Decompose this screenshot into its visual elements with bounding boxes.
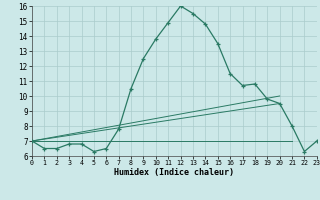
X-axis label: Humidex (Indice chaleur): Humidex (Indice chaleur) (115, 168, 234, 177)
